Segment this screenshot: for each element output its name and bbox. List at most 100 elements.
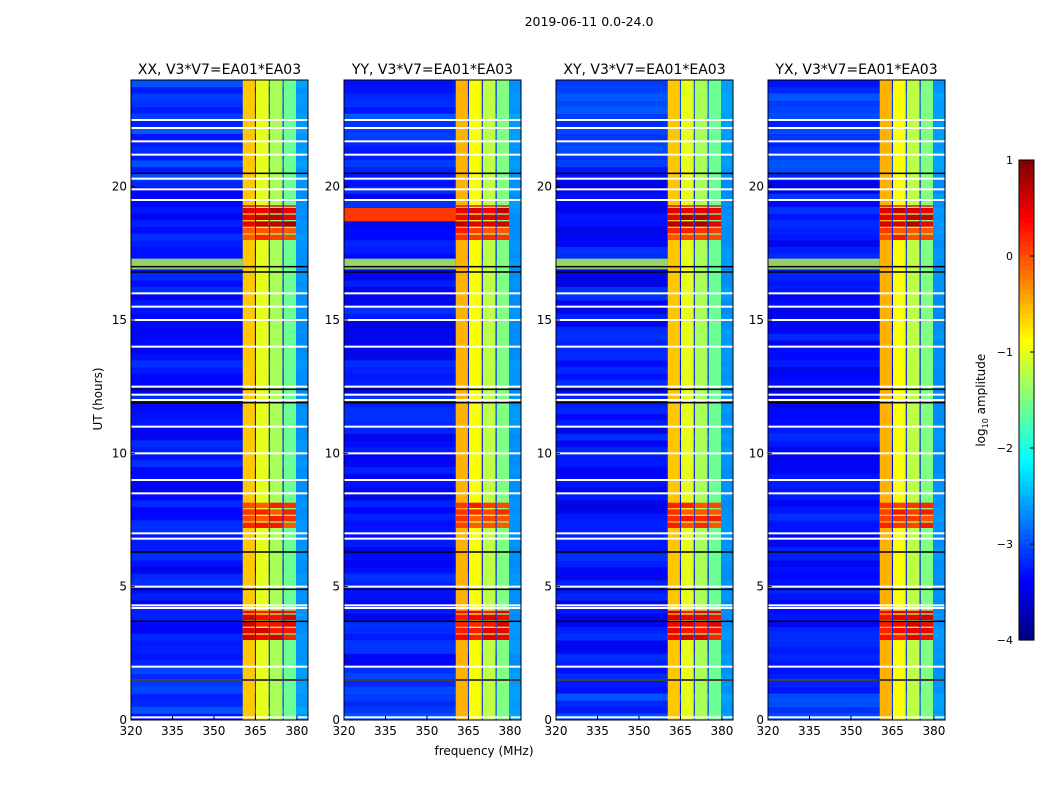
x-tick-label: 320	[545, 724, 568, 738]
colorbar-segment	[1019, 203, 1034, 209]
heatmap-row	[131, 613, 308, 621]
bright-cell	[906, 628, 920, 634]
heatmap-row	[768, 440, 945, 448]
colorbar-segment	[1019, 496, 1034, 502]
bright-cell	[708, 516, 722, 522]
bright-cell	[283, 628, 297, 634]
panel-title: YX, V3*V7=EA01*EA03	[774, 62, 937, 78]
bright-cell	[667, 614, 680, 620]
flagged-row-white	[556, 140, 733, 143]
bright-cell	[879, 634, 892, 640]
heatmap-row	[556, 500, 733, 508]
colorbar-segment	[1019, 227, 1034, 233]
heatmap-row	[131, 240, 308, 248]
bright-cell	[667, 634, 680, 640]
heatmap-row	[344, 326, 521, 334]
heatmap-row	[768, 653, 945, 661]
heatmap-row	[344, 280, 521, 288]
heatmap-row	[556, 600, 733, 608]
bright-cell	[496, 509, 510, 515]
heatmap-row	[556, 246, 733, 254]
flagged-row-black	[344, 271, 521, 273]
heatmap-row	[768, 240, 945, 248]
bright-cell	[681, 621, 694, 627]
heatmap-row	[768, 413, 945, 421]
flagged-row-black	[131, 588, 308, 591]
bright-cell	[469, 628, 482, 634]
flagged-row-white	[344, 292, 521, 295]
bright-cell	[893, 621, 906, 627]
heatmap-row	[556, 546, 733, 554]
flagged-row-white	[131, 452, 308, 455]
heatmap-row	[344, 446, 521, 454]
heatmap-row	[556, 626, 733, 634]
colorbar-segment	[1019, 428, 1034, 435]
heatmap-row	[768, 633, 945, 641]
heatmap-row	[344, 393, 521, 401]
heatmap-row	[344, 306, 521, 314]
flagged-row-white	[556, 153, 733, 156]
colorbar-segment	[1019, 592, 1034, 598]
flagged-row-black	[768, 265, 945, 268]
bright-cell	[906, 205, 920, 207]
bright-cell	[256, 234, 269, 240]
heatmap-row	[131, 93, 308, 101]
bright-cell	[893, 502, 906, 508]
heatmap-row	[344, 586, 521, 594]
heatmap-row	[556, 380, 733, 388]
bright-cell	[893, 208, 906, 214]
flagged-row-white	[768, 292, 945, 295]
bright-cell	[893, 228, 906, 234]
flagged-row-white	[556, 492, 733, 495]
flagged-row-white	[556, 532, 733, 535]
heatmap-row	[344, 620, 521, 628]
bright-cell	[242, 621, 255, 627]
colorbar-segment	[1019, 376, 1034, 382]
heatmap-row	[131, 113, 308, 121]
flagged-row-white	[768, 119, 945, 121]
bright-cell	[893, 214, 906, 220]
heatmap-row	[344, 460, 521, 468]
colorbar-segment	[1019, 280, 1034, 286]
heatmap-row	[344, 593, 521, 601]
heatmap-row	[131, 566, 308, 574]
heatmap-row	[344, 253, 521, 261]
flagged-row-white	[556, 319, 733, 321]
heatmap-row	[556, 686, 733, 694]
flagged-row-white	[556, 292, 733, 295]
flagged-row-black	[768, 401, 945, 404]
bright-cell	[667, 502, 680, 508]
flagged-row-white	[131, 399, 308, 401]
colorbar-segment	[1019, 332, 1034, 339]
bright-cell	[920, 634, 934, 640]
panel-3: XY, V3*V7=EA01*EA03 320 335 350 365 380 0 5 10 15…	[537, 62, 734, 738]
colorbar-segment	[1019, 256, 1034, 262]
heatmap-row	[131, 333, 308, 341]
heatmap-row	[556, 666, 733, 674]
heatmap-row	[344, 353, 521, 361]
heatmap-row	[556, 386, 733, 394]
bright-cell	[469, 621, 482, 627]
colorbar-segment	[1019, 323, 1034, 329]
heatmap-row	[344, 686, 521, 694]
colorbar-segment	[1019, 409, 1034, 415]
x-tick-label: 380	[498, 724, 521, 738]
bright-cell	[256, 610, 269, 614]
bright-cell	[482, 214, 496, 220]
heatmap-row	[556, 633, 733, 641]
heatmap-row	[768, 273, 945, 281]
bright-cell	[496, 234, 510, 240]
heatmap-row	[768, 166, 945, 174]
heatmap-row	[131, 126, 308, 134]
bright-cell	[667, 509, 680, 515]
bright-cell	[920, 205, 934, 207]
heatmap-row	[344, 340, 521, 348]
bright-cell	[694, 621, 708, 627]
flagged-row-white	[131, 140, 308, 143]
bright-cell	[681, 502, 694, 508]
bright-cell	[681, 214, 694, 220]
flagged-row-white	[344, 319, 521, 321]
bright-cell	[694, 205, 708, 207]
heatmap-row	[768, 420, 945, 428]
colorbar-segment	[1019, 601, 1034, 607]
